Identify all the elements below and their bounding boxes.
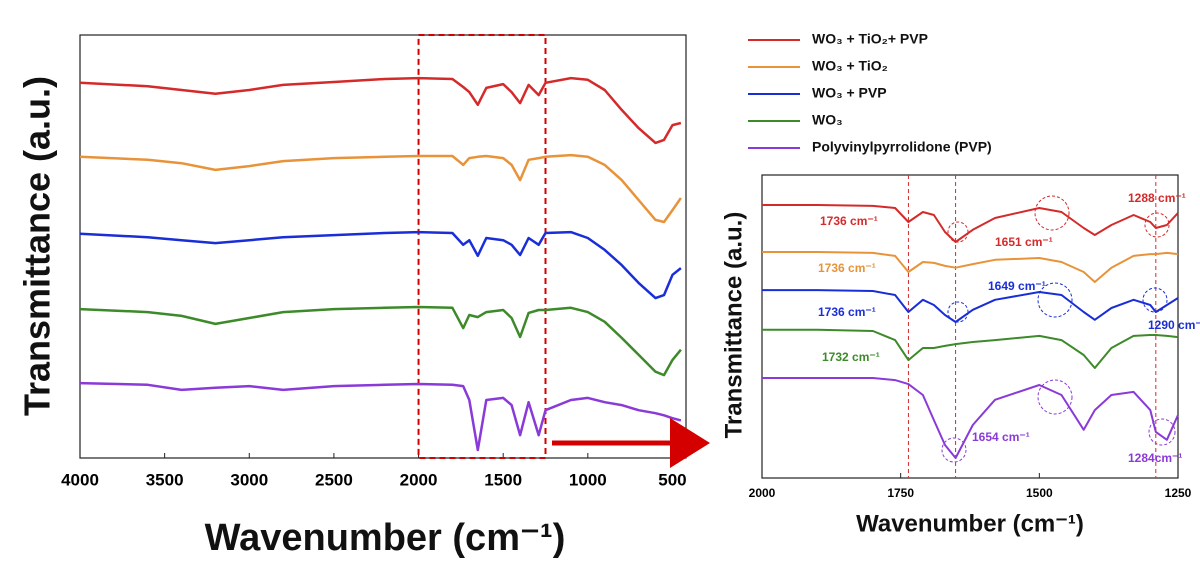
annotation: 1732 cm⁻¹ xyxy=(822,350,880,364)
annotation: 1288 cm⁻¹ xyxy=(1128,191,1186,205)
spectrum-line xyxy=(762,289,1179,323)
x-axis-label: Wavenumber (cm⁻¹) xyxy=(856,510,1084,537)
legend-label: WO₃ + TiO₂+ PVP xyxy=(812,31,928,47)
spectrum-line xyxy=(79,230,682,300)
legend-label: Polyvinylpyrrolidone (PVP) xyxy=(812,139,992,155)
annotation: 1736 cm⁻¹ xyxy=(818,305,876,319)
x-tick-label: 3500 xyxy=(146,470,184,489)
x-tick-label: 2000 xyxy=(400,470,438,489)
plot-frame xyxy=(79,34,687,459)
annotation: 1290 cm⁻¹ xyxy=(1148,318,1200,332)
spectrum-line xyxy=(762,204,1179,243)
annotation: 1649 cm⁻¹ xyxy=(988,279,1046,293)
highlight-box xyxy=(417,34,547,459)
x-axis-label: Wavenumber (cm⁻¹) xyxy=(205,517,566,559)
spectrum-line xyxy=(762,377,1179,459)
x-tick-label: 500 xyxy=(658,470,686,489)
y-axis-label: Transmittance (a.u.) xyxy=(17,76,58,416)
annotation: 1736 cm⁻¹ xyxy=(820,214,878,228)
spectrum-line xyxy=(79,153,682,224)
x-tick-label: 2500 xyxy=(315,470,353,489)
x-tick-label: 2000 xyxy=(749,486,776,500)
x-tick-label: 1500 xyxy=(1026,486,1053,500)
annotation: 1651 cm⁻¹ xyxy=(995,235,1053,249)
spectrum-line xyxy=(79,381,682,452)
zoom-circles xyxy=(941,195,1176,463)
x-tick-label: 3000 xyxy=(230,470,268,489)
annotation: 1284cm⁻¹ xyxy=(1128,451,1182,465)
x-tick-label: 1250 xyxy=(1165,486,1192,500)
spectrum-line xyxy=(79,76,682,145)
spectrum-line xyxy=(79,305,682,377)
annotation: 1736 cm⁻¹ xyxy=(818,261,876,275)
spectrum-line xyxy=(762,328,1179,369)
legend-label: WO₃ + TiO₂ xyxy=(812,58,888,74)
x-tick-label: 1000 xyxy=(569,470,607,489)
x-tick-label: 1500 xyxy=(484,470,522,489)
y-axis-label: Transmittance (a.u.) xyxy=(720,212,747,439)
spectrum-line xyxy=(762,251,1179,283)
legend-label: WO₃ xyxy=(812,112,843,128)
legend-label: WO₃ + PVP xyxy=(812,85,887,101)
x-tick-label: 4000 xyxy=(61,470,99,489)
plot-frame xyxy=(761,174,1179,479)
x-tick-label: 1750 xyxy=(887,486,914,500)
annotation: 1654 cm⁻¹ xyxy=(972,430,1030,444)
